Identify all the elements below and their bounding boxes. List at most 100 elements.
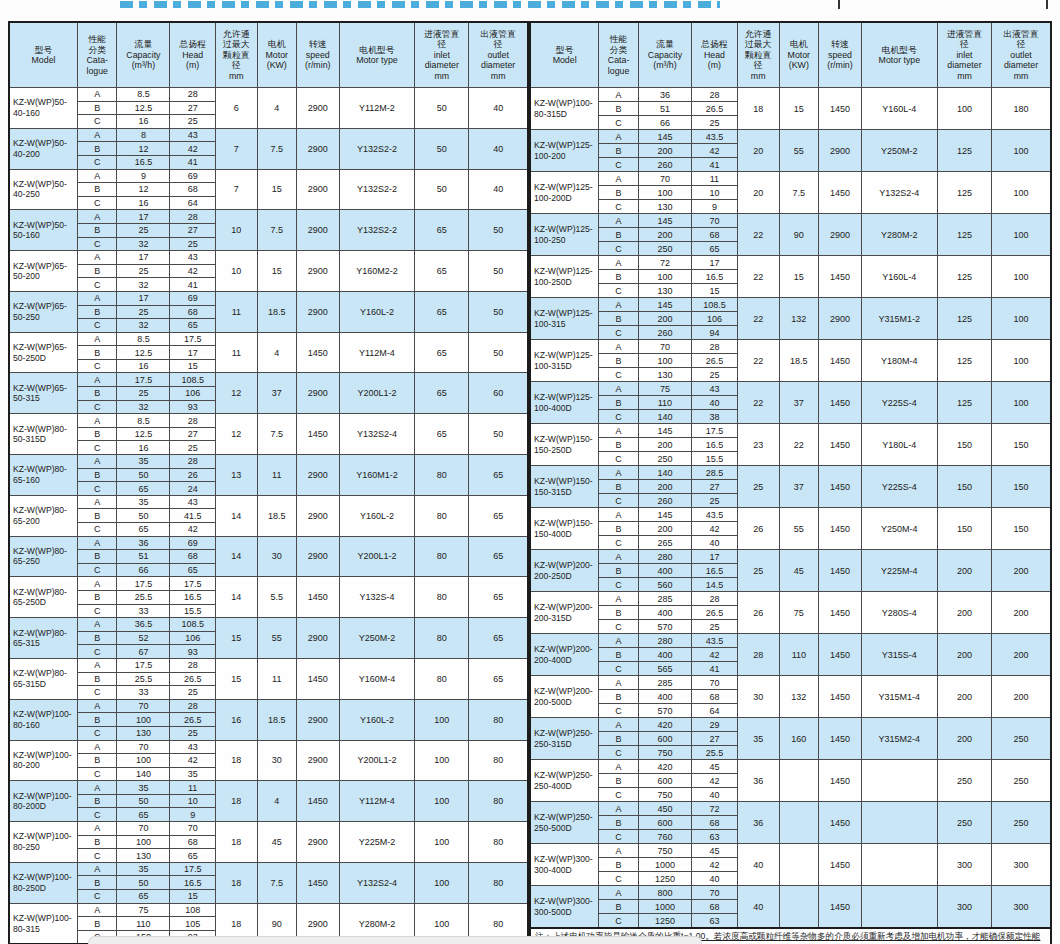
capacity-cell: 66 (638, 116, 691, 130)
catalogue-cell: C (78, 523, 117, 537)
capacity-cell: 140 (117, 767, 170, 781)
head-cell: 26.5 (170, 672, 216, 686)
model-cell: KZ-W(WP)100-80-250D (9, 862, 78, 903)
head-cell: 27 (170, 223, 216, 237)
catalogue-cell: B (599, 522, 639, 536)
catalogue-cell: C (599, 830, 639, 844)
catalogue-cell: B (78, 223, 117, 237)
head-cell: 17.5 (170, 862, 216, 876)
capacity-cell: 200 (638, 312, 691, 326)
catalogue-cell: B (599, 102, 639, 116)
model-cell: KZ-W(WP)125-100-250 (530, 214, 599, 256)
head-cell: 16.5 (170, 590, 216, 604)
table-row: KZ-W(WP)150-150-250DA14517.523221450Y180… (530, 424, 1051, 438)
head-cell: 29 (692, 718, 738, 732)
capacity-cell: 50 (117, 509, 170, 523)
table-row: KZ-W(WP)125-100-315DA70282218.51450Y180M… (530, 340, 1051, 354)
capacity-cell: 12 (117, 142, 170, 156)
capacity-cell: 400 (638, 648, 691, 662)
capacity-cell: 600 (638, 816, 691, 830)
capacity-cell: 70 (117, 822, 170, 836)
motor-power-cell: 7.5 (257, 210, 296, 251)
table-row: KZ-W(WP)200-200-500DA28570301321450Y315M… (530, 676, 1051, 690)
capacity-cell: 8 (117, 128, 170, 142)
head-cell: 68 (170, 550, 216, 564)
inlet-diameter-cell: 80 (415, 495, 469, 536)
motor-power-cell: 5.5 (257, 577, 296, 618)
motor-type-cell: Y132S2-4 (339, 414, 415, 455)
motor-power-cell: 90 (779, 214, 819, 256)
outlet-diameter-cell: 65 (469, 495, 528, 536)
catalogue-cell: B (78, 305, 117, 319)
head-cell: 16.5 (170, 876, 216, 890)
capacity-cell: 200 (638, 438, 691, 452)
particle-size-cell: 22 (737, 298, 779, 340)
inlet-diameter-cell: 100 (415, 862, 469, 903)
spec-table-left: 型号Model性能分类Cata-logue流量Capacity(m³/h)总扬程… (8, 21, 529, 944)
outlet-diameter-cell: 300 (992, 886, 1051, 929)
particle-size-cell: 20 (737, 130, 779, 172)
head-cell: 68 (692, 900, 738, 914)
capacity-cell: 75 (638, 382, 691, 396)
inlet-diameter-cell: 250 (937, 760, 991, 802)
motor-power-cell: 18.5 (257, 291, 296, 332)
model-cell: KZ-W(WP)50-40-250 (9, 169, 78, 210)
catalogue-cell: A (599, 718, 639, 732)
inlet-diameter-cell: 100 (415, 699, 469, 740)
motor-power-cell: 55 (779, 130, 819, 172)
head-cell: 15.5 (692, 452, 738, 466)
speed-cell: 1450 (819, 466, 862, 508)
catalogue-cell: C (599, 158, 639, 172)
capacity-cell: 140 (638, 466, 691, 480)
outlet-diameter-cell: 80 (469, 822, 528, 863)
particle-size-cell: 18 (216, 822, 258, 863)
outlet-diameter-cell: 65 (469, 618, 528, 659)
head-cell: 40 (692, 536, 738, 550)
speed-cell: 2900 (297, 169, 340, 210)
capacity-cell: 145 (638, 298, 691, 312)
capacity-cell: 36 (638, 88, 691, 102)
head-cell: 70 (170, 822, 216, 836)
head-cell: 28.5 (692, 466, 738, 480)
catalogue-cell: B (78, 264, 117, 278)
speed-cell: 1450 (819, 802, 862, 844)
speed-cell: 1450 (819, 886, 862, 929)
inlet-diameter-cell: 80 (415, 658, 469, 699)
catalogue-cell: A (78, 455, 117, 469)
speed-cell: 1450 (819, 844, 862, 886)
model-cell: KZ-W(WP)50-50-160 (9, 210, 78, 251)
capacity-cell: 17 (117, 291, 170, 305)
inlet-diameter-cell: 125 (937, 256, 991, 298)
catalogue-cell: B (599, 438, 639, 452)
inlet-diameter-cell: 200 (937, 550, 991, 592)
catalog-page: 型号Model性能分类Cata-logue流量Capacity(m³/h)总扬程… (0, 0, 1060, 944)
catalogue-cell: C (599, 578, 639, 592)
speed-cell: 2900 (297, 536, 340, 577)
motor-type-cell: Y200L1-2 (339, 536, 415, 577)
head-cell: 72 (692, 802, 738, 816)
particle-size-cell: 18 (216, 781, 258, 822)
particle-size-cell: 18 (216, 862, 258, 903)
head-cell: 11 (170, 781, 216, 795)
catalogue-cell: C (78, 563, 117, 577)
capacity-cell: 75 (117, 903, 170, 917)
outlet-diameter-cell: 100 (992, 256, 1051, 298)
motor-power-cell: 37 (779, 382, 819, 424)
table-row: KZ-W(WP)50-40-160A8.528642900Y112M-25040 (9, 88, 528, 102)
motor-type-cell: Y160L-4 (861, 88, 937, 130)
head-cell: 26.5 (692, 354, 738, 368)
capacity-cell: 32 (117, 278, 170, 292)
column-header: 总扬程Head(m) (170, 22, 216, 88)
catalogue-cell: B (78, 183, 117, 197)
catalogue-cell: B (78, 101, 117, 115)
model-cell: KZ-W(WP)65-50-315 (9, 373, 78, 414)
head-cell: 42 (692, 774, 738, 788)
catalogue-cell: C (599, 410, 639, 424)
head-cell: 17.5 (170, 577, 216, 591)
capacity-cell: 17.5 (117, 577, 170, 591)
outlet-diameter-cell: 80 (469, 781, 528, 822)
speed-cell: 2900 (819, 298, 862, 340)
speed-cell: 1450 (297, 862, 340, 903)
motor-power-cell: 55 (257, 618, 296, 659)
catalogue-cell: B (599, 186, 639, 200)
